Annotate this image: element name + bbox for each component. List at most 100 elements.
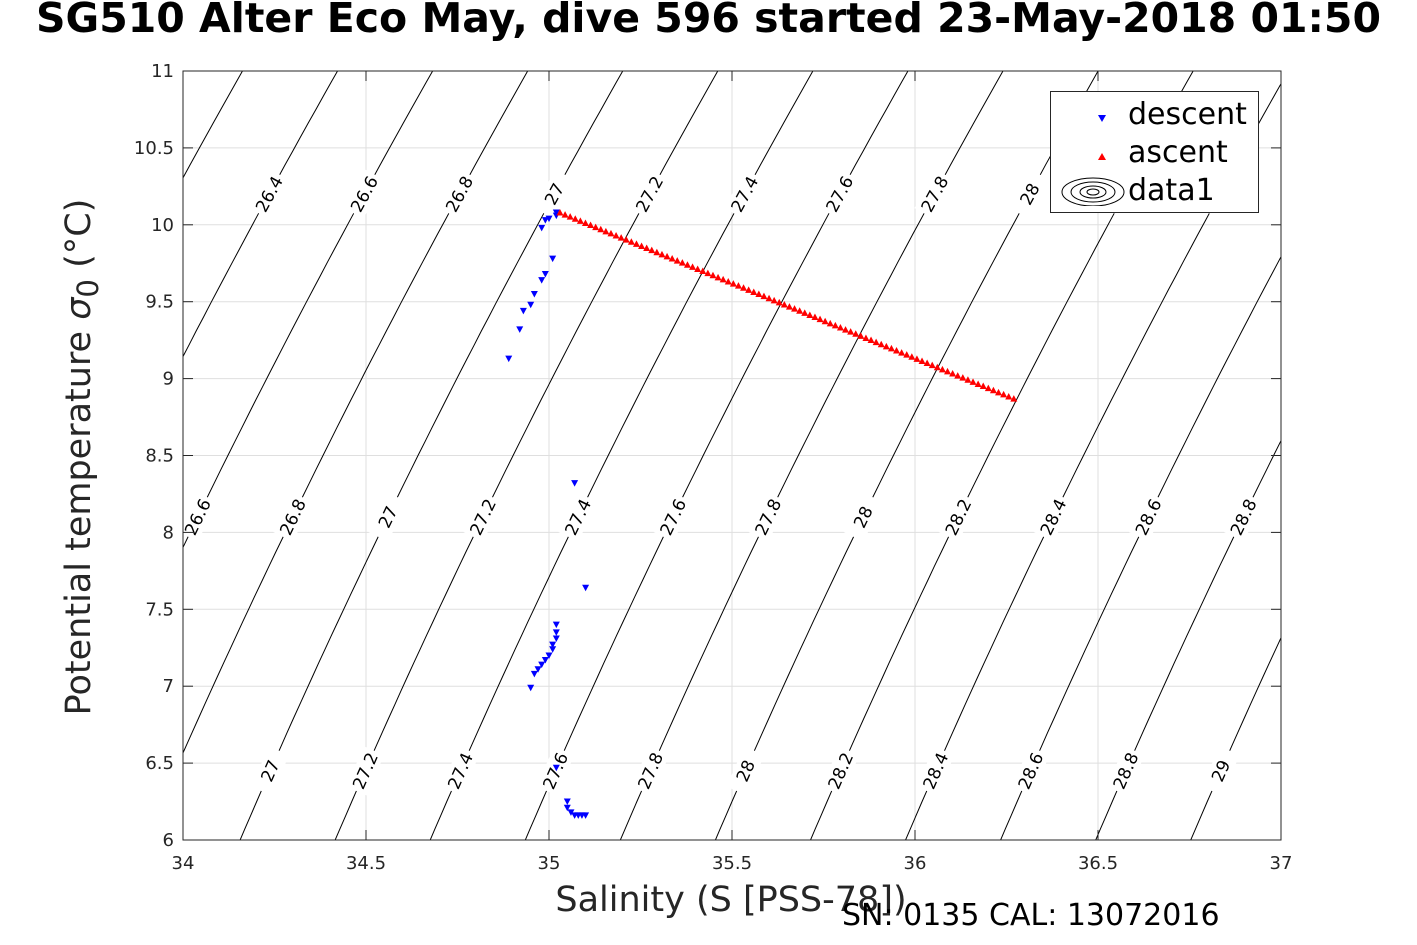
y-tick-label: 9.5 <box>145 292 174 313</box>
contour-label-bg <box>914 169 955 219</box>
descent-point <box>563 804 571 812</box>
ascent-point <box>872 338 880 346</box>
axes: 34 34.5 35 35.5 36 36.5 37 6 6.5 7 7.5 8 8.5 9 9.5 10 10… <box>134 61 1293 874</box>
ascent-point <box>673 257 681 264</box>
contour-label-bg <box>631 746 670 796</box>
contour-label-bg <box>843 492 883 542</box>
contour-label-bg <box>1011 746 1050 796</box>
ascent-point <box>571 215 579 222</box>
ascent-point <box>791 305 799 312</box>
contour-label-bg <box>273 492 313 542</box>
ascent-point <box>734 282 742 289</box>
ascent-point <box>867 336 875 344</box>
descent-point <box>527 301 535 309</box>
descent-point <box>552 629 560 636</box>
ascent-point <box>954 372 962 379</box>
contour-label-bg <box>534 169 575 219</box>
descent-point <box>549 255 557 263</box>
ascent-point <box>622 236 630 243</box>
contour-label-bg <box>1033 492 1073 542</box>
ascent-point <box>887 344 895 352</box>
descent-point <box>505 355 513 363</box>
x-tick-label: 35.5 <box>712 853 752 874</box>
contour-label-27.4: 27.4 <box>444 750 478 793</box>
x-tick-label: 34.5 <box>346 853 386 874</box>
contour-label-bg <box>916 746 955 796</box>
y-tick-label: 7 <box>163 676 174 697</box>
contour-label-28.6: 28.6 <box>1015 750 1049 793</box>
descent-point <box>530 291 538 298</box>
ascent-point <box>576 217 584 224</box>
ascent-point <box>806 311 814 318</box>
descent-point <box>567 809 575 816</box>
descent-point <box>582 584 590 592</box>
ascent-point <box>556 208 564 216</box>
descent-point <box>563 798 571 806</box>
ascent-point <box>785 303 793 310</box>
contour-label-bg <box>1009 169 1050 219</box>
descent-point <box>538 224 546 232</box>
ascent-point <box>989 386 997 394</box>
descent-marker-icon <box>1098 115 1106 122</box>
ascent-point <box>1005 393 1013 400</box>
ascent-point <box>862 334 870 341</box>
ascent-point <box>627 238 635 245</box>
contour-label-bg <box>724 169 765 219</box>
ascent-point <box>882 342 890 350</box>
contour-label-bg <box>248 169 290 219</box>
ascent-point <box>801 309 809 316</box>
ascent-point <box>984 384 992 392</box>
ascent-point <box>597 225 605 233</box>
ascent-point <box>643 244 651 252</box>
descent-point <box>530 670 538 678</box>
ascent-point <box>826 319 834 327</box>
descent-point <box>571 480 579 487</box>
contour-label-bg <box>938 492 978 542</box>
descent-point <box>527 684 535 692</box>
x-tick-label: 36 <box>904 853 927 874</box>
legend-label: data1 <box>1128 173 1215 208</box>
contour-label-bg <box>819 169 860 219</box>
ascent-point <box>653 248 661 256</box>
ascent-point <box>847 328 855 335</box>
ascent-point <box>949 370 957 377</box>
contour-icon <box>1061 177 1125 206</box>
ascent-point <box>658 250 666 258</box>
ascent-point <box>831 321 839 329</box>
ascent-point <box>719 275 727 283</box>
contour-label-bg <box>726 746 765 796</box>
descent-point <box>538 277 546 284</box>
ascent-point <box>729 280 737 287</box>
descent-point <box>541 271 549 278</box>
contour-label-bg <box>536 746 575 796</box>
contour-label-bg <box>558 492 598 542</box>
ascent-point <box>566 213 574 220</box>
y-tick-label: 10.5 <box>134 138 174 159</box>
ascent-point <box>587 221 595 229</box>
contour-label-bg <box>821 746 860 796</box>
contour-label-bg <box>441 746 480 796</box>
contour-label-bg <box>463 492 503 542</box>
ascent-point <box>775 298 783 306</box>
contour-label-bg <box>439 169 480 219</box>
descent-point <box>552 209 560 216</box>
contour-label-bg <box>183 492 218 542</box>
ascent-point <box>969 378 977 385</box>
ascent-point <box>836 324 844 331</box>
descent-point <box>519 307 527 315</box>
ascent-point <box>663 252 671 260</box>
isopycnal-28.6 <box>1000 255 1281 840</box>
ascent-point <box>908 353 916 360</box>
ascent-point <box>602 227 610 235</box>
ascent-point <box>928 361 936 369</box>
ascent-point <box>893 347 901 354</box>
contour-label-27.6: 27.6 <box>539 750 573 793</box>
contour-label-28.8: 28.8 <box>1110 750 1144 793</box>
ascent-point <box>903 351 911 358</box>
data-points <box>505 208 1018 819</box>
ascent-point <box>699 267 707 275</box>
ascent-point <box>683 261 691 268</box>
ascent-point <box>714 273 722 281</box>
chart-title: SG510 Alter Eco May, dive 596 started 23… <box>36 0 1381 42</box>
descent-point <box>545 652 553 659</box>
